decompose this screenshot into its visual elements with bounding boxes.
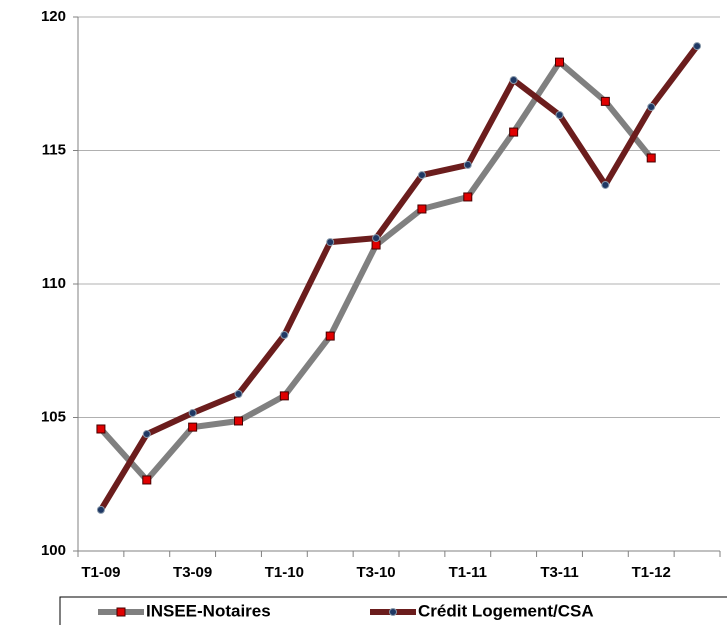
y-tick-label: 115	[42, 141, 66, 158]
marker	[188, 422, 198, 432]
marker	[463, 192, 473, 202]
x-tick-label: T3-09	[173, 564, 212, 581]
marker	[325, 331, 335, 341]
y-tick-label: 120	[41, 8, 66, 25]
marker	[372, 234, 381, 243]
marker	[417, 171, 426, 180]
marker	[96, 424, 106, 434]
marker	[279, 391, 289, 401]
marker	[509, 127, 519, 137]
marker	[142, 475, 152, 485]
x-tick-label: T1-10	[265, 564, 304, 581]
y-tick-label: 100	[41, 542, 66, 559]
marker	[555, 110, 564, 119]
legend-label: INSEE-Notaires	[146, 601, 271, 620]
marker	[371, 240, 381, 250]
marker	[326, 238, 335, 247]
marker	[601, 180, 610, 189]
marker	[142, 430, 151, 439]
marker	[280, 330, 289, 339]
legend-marker	[116, 607, 126, 617]
x-tick-label: T1-12	[632, 564, 671, 581]
x-tick-label: T3-11	[540, 564, 578, 581]
marker	[600, 96, 610, 106]
marker	[234, 390, 243, 399]
x-tick-label: T1-11	[449, 564, 487, 581]
legend-marker	[389, 608, 397, 616]
y-tick-label: 110	[42, 275, 66, 292]
marker	[188, 408, 197, 417]
marker	[647, 102, 656, 111]
x-tick-label: T1-09	[81, 564, 120, 581]
marker	[463, 160, 472, 169]
marker	[693, 42, 702, 51]
marker	[234, 416, 243, 426]
marker	[417, 204, 427, 214]
marker	[96, 505, 105, 514]
marker	[555, 57, 564, 67]
marker	[646, 153, 656, 163]
x-tick-label: T3-10	[356, 564, 395, 581]
legend-label: Crédit Logement/CSA	[418, 601, 594, 620]
y-tick-label: 105	[41, 408, 66, 425]
series-line	[98, 44, 700, 512]
marker	[509, 76, 518, 85]
